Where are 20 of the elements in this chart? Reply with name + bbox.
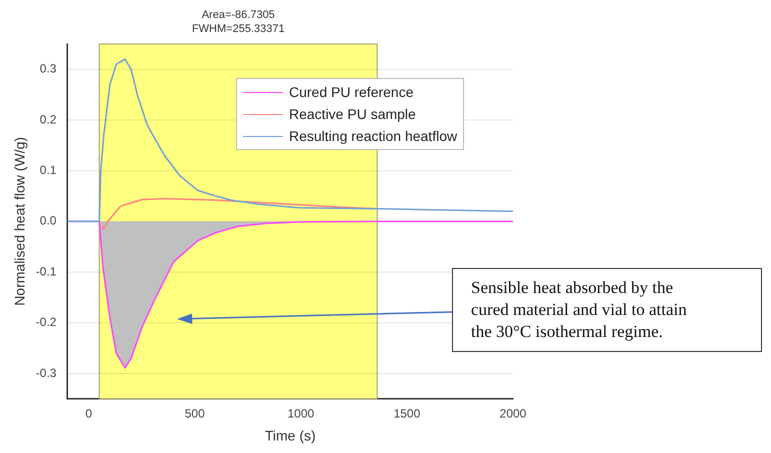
x-tick-label: 2000 <box>500 406 527 420</box>
text: FWHM=255.33371 <box>192 23 285 35</box>
y-tick-label: 0.1 <box>40 163 57 178</box>
x-tick-label: 0 <box>85 406 92 420</box>
y-tick-label: 0.3 <box>40 62 57 76</box>
y-tick-label: -0.3 <box>36 366 57 380</box>
legend-label: Reactive PU sample <box>289 105 416 124</box>
text-box: Sensible heat absorbed by the cured material and vial to attain the 30°C isothermal regime. <box>452 268 762 352</box>
y-tick-label: -0.1 <box>36 264 57 278</box>
y-tick-label: 0.2 <box>40 112 57 126</box>
x-axis-title: Time (s) <box>264 427 316 444</box>
x-tick-label: 1500 <box>394 406 421 420</box>
legend-label: Resulting reaction heatflow <box>289 127 458 146</box>
y-tick-label: -0.2 <box>36 315 57 330</box>
text: Area=-86.7305 <box>202 9 275 21</box>
y-axis-title: Normalised heat flow (W/g) <box>11 136 28 306</box>
x-tick-label: 1000 <box>287 406 315 420</box>
legend-label: Cured PU reference <box>289 83 414 102</box>
y-tick-label: 0.0 <box>40 214 57 228</box>
x-tick-label: 500 <box>184 406 206 420</box>
